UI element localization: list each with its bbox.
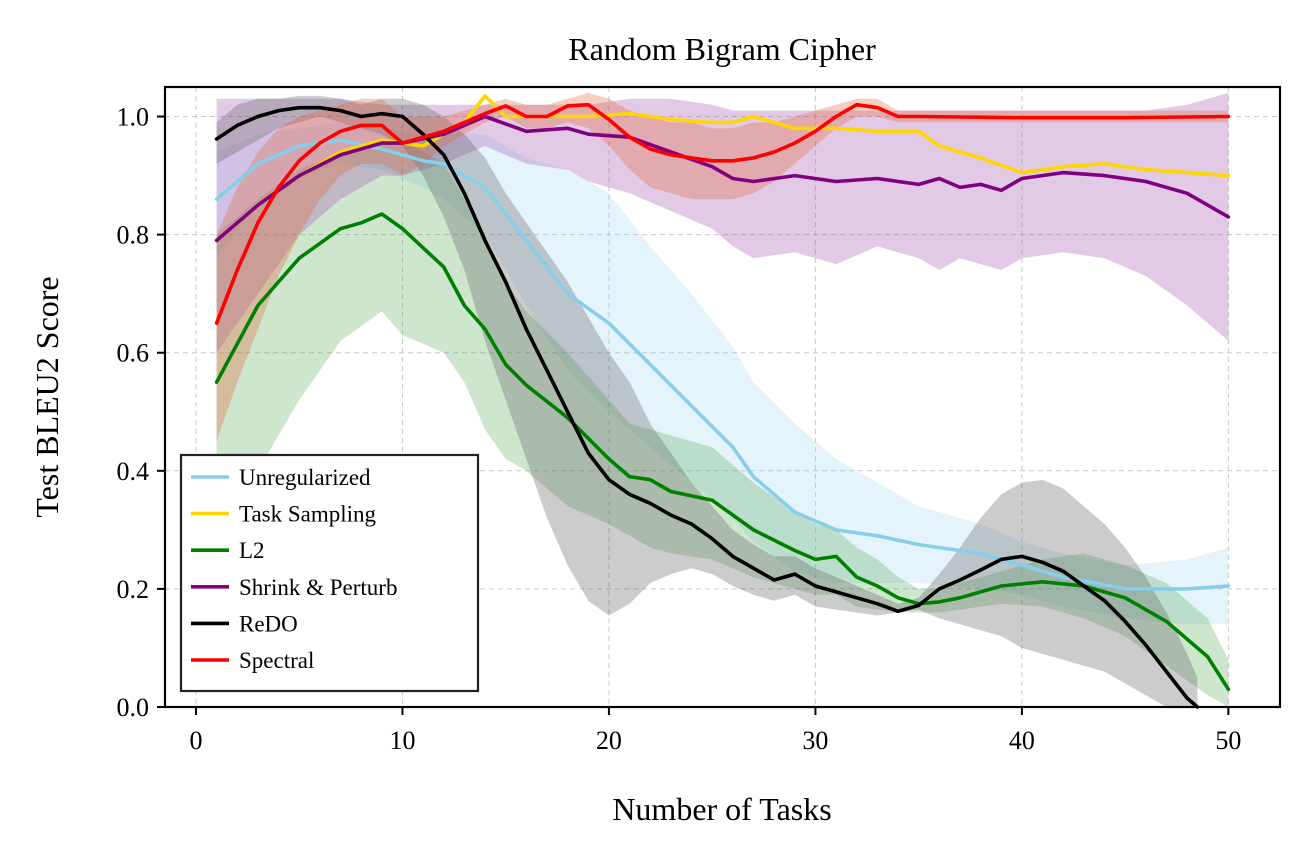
y-tick-label: 0.6 [117,339,150,368]
legend-label-redo: ReDO [239,611,298,636]
x-tick-label: 10 [389,726,415,755]
plot-frame [163,85,1282,709]
legend-label-spectral: Spectral [239,648,314,673]
band-redo [216,95,1198,707]
y-tick-label: 0.2 [117,575,150,604]
band-unregularized [216,122,1229,625]
legend-label-unregularized: Unregularized [239,465,371,490]
x-tick-label: 30 [802,726,828,755]
legend-label-task-sampling: Task Sampling [239,502,377,527]
x-tick-label: 20 [596,726,622,755]
x-tick-label: 0 [189,726,202,755]
y-tick-label: 0.0 [117,693,150,722]
series-line-unregularized [214,138,1231,591]
series-line-redo [214,105,1200,709]
legend-box [179,453,480,693]
x-tick-label: 50 [1215,726,1241,755]
chart-title: Random Bigram Cipher [568,31,876,67]
x-axis-title: Number of Tasks [612,791,831,827]
series-lines [214,94,1231,709]
y-axis-title: Test BLEU2 Score [29,276,65,517]
legend-label-l2: L2 [239,538,265,563]
legend: Unregularized Task Sampling L2 Shrink & Per… [179,453,480,693]
series-line-shrink-perturb [214,114,1231,243]
axis-ticks: 0 10 20 30 40 50 0.0 0.2 0.4 0.6 0.8 1.0 [117,103,1242,755]
y-tick-label: 0.4 [117,457,150,486]
band-l2 [216,140,1229,708]
legend-label-shrink-perturb: Shrink & Perturb [239,575,397,600]
y-tick-label: 1.0 [117,103,150,132]
x-tick-label: 40 [1009,726,1035,755]
y-tick-label: 0.8 [117,221,150,250]
series-line-l2 [214,212,1231,692]
series-line-spectral [214,102,1231,326]
